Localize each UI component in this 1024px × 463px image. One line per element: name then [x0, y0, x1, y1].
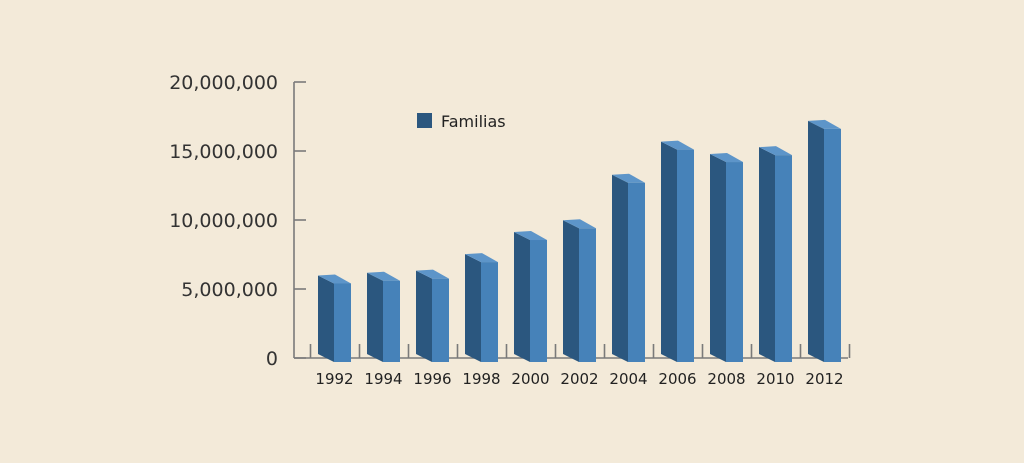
legend-label: Familias: [441, 112, 506, 131]
bar-front-face: [726, 162, 743, 362]
bar-front-face: [579, 228, 596, 362]
bar-top-face: [612, 173, 645, 183]
bar: [465, 253, 498, 362]
y-tick-label: 5,000,000: [181, 279, 278, 301]
bar-front-face: [383, 280, 400, 362]
x-tick-label: 1994: [364, 370, 402, 388]
bar-top-face: [759, 146, 792, 156]
bar-top-face: [465, 253, 498, 263]
bar: [759, 146, 792, 362]
y-tick-label: 10,000,000: [169, 210, 278, 232]
y-axis: 0 5,000,000 10,000,000 15,000,000 20,000,000: [169, 72, 306, 370]
bar-top-face: [416, 269, 449, 279]
bar-top-face: [710, 153, 743, 163]
bar-front-face: [530, 240, 547, 362]
bar-front-face: [677, 149, 694, 362]
x-tick-label: 1998: [462, 370, 500, 388]
bar: [612, 173, 645, 362]
bar-front-face: [775, 155, 792, 362]
bar-top-face: [563, 219, 596, 229]
y-tick-label: 20,000,000: [169, 72, 278, 94]
y-tick-label: 15,000,000: [169, 141, 278, 163]
bar: [710, 153, 743, 362]
x-axis: 1992 1994 1996 1998 2000 2002 2004 2006 2008 2010…: [294, 344, 851, 388]
x-tick-label: 1996: [413, 370, 451, 388]
x-tick-label: 2012: [805, 370, 843, 388]
x-tick-label: 2006: [658, 370, 696, 388]
bar-top-face: [808, 119, 841, 129]
bar-side-face: [612, 174, 628, 362]
bar-side-face: [661, 141, 677, 362]
bar-side-face: [514, 232, 530, 362]
bar-top-face: [367, 271, 400, 281]
y-tick-label: 0: [266, 348, 278, 370]
bar-side-face: [759, 147, 775, 362]
bar-top-face: [514, 231, 547, 241]
bar: [661, 140, 694, 362]
bar: [416, 269, 449, 362]
bar-front-face: [334, 283, 351, 362]
bar-front-face: [481, 262, 498, 362]
x-tick-label: 2000: [511, 370, 549, 388]
bar-top-face: [661, 140, 694, 150]
bar-side-face: [416, 270, 432, 362]
x-tick-label: 2010: [756, 370, 794, 388]
x-tick-label: 2004: [609, 370, 647, 388]
bar-side-face: [563, 220, 579, 362]
legend-swatch: [417, 113, 432, 128]
bar-side-face: [710, 154, 726, 362]
bar-front-face: [628, 182, 645, 362]
bar-side-face: [808, 120, 824, 362]
bar: [514, 231, 547, 362]
bars: [318, 119, 841, 362]
bar-top-face: [318, 274, 351, 284]
x-tick-label: 2002: [560, 370, 598, 388]
bar-front-face: [432, 278, 449, 362]
bar-side-face: [318, 275, 334, 362]
bar-side-face: [367, 272, 383, 362]
bar: [367, 271, 400, 362]
x-tick-label: 1992: [315, 370, 353, 388]
bar: [318, 274, 351, 362]
bar: [808, 119, 841, 362]
bar-front-face: [824, 128, 841, 362]
bar-side-face: [465, 254, 481, 362]
bar: [563, 219, 596, 362]
x-tick-label: 2008: [707, 370, 745, 388]
legend: Familias: [417, 112, 506, 131]
